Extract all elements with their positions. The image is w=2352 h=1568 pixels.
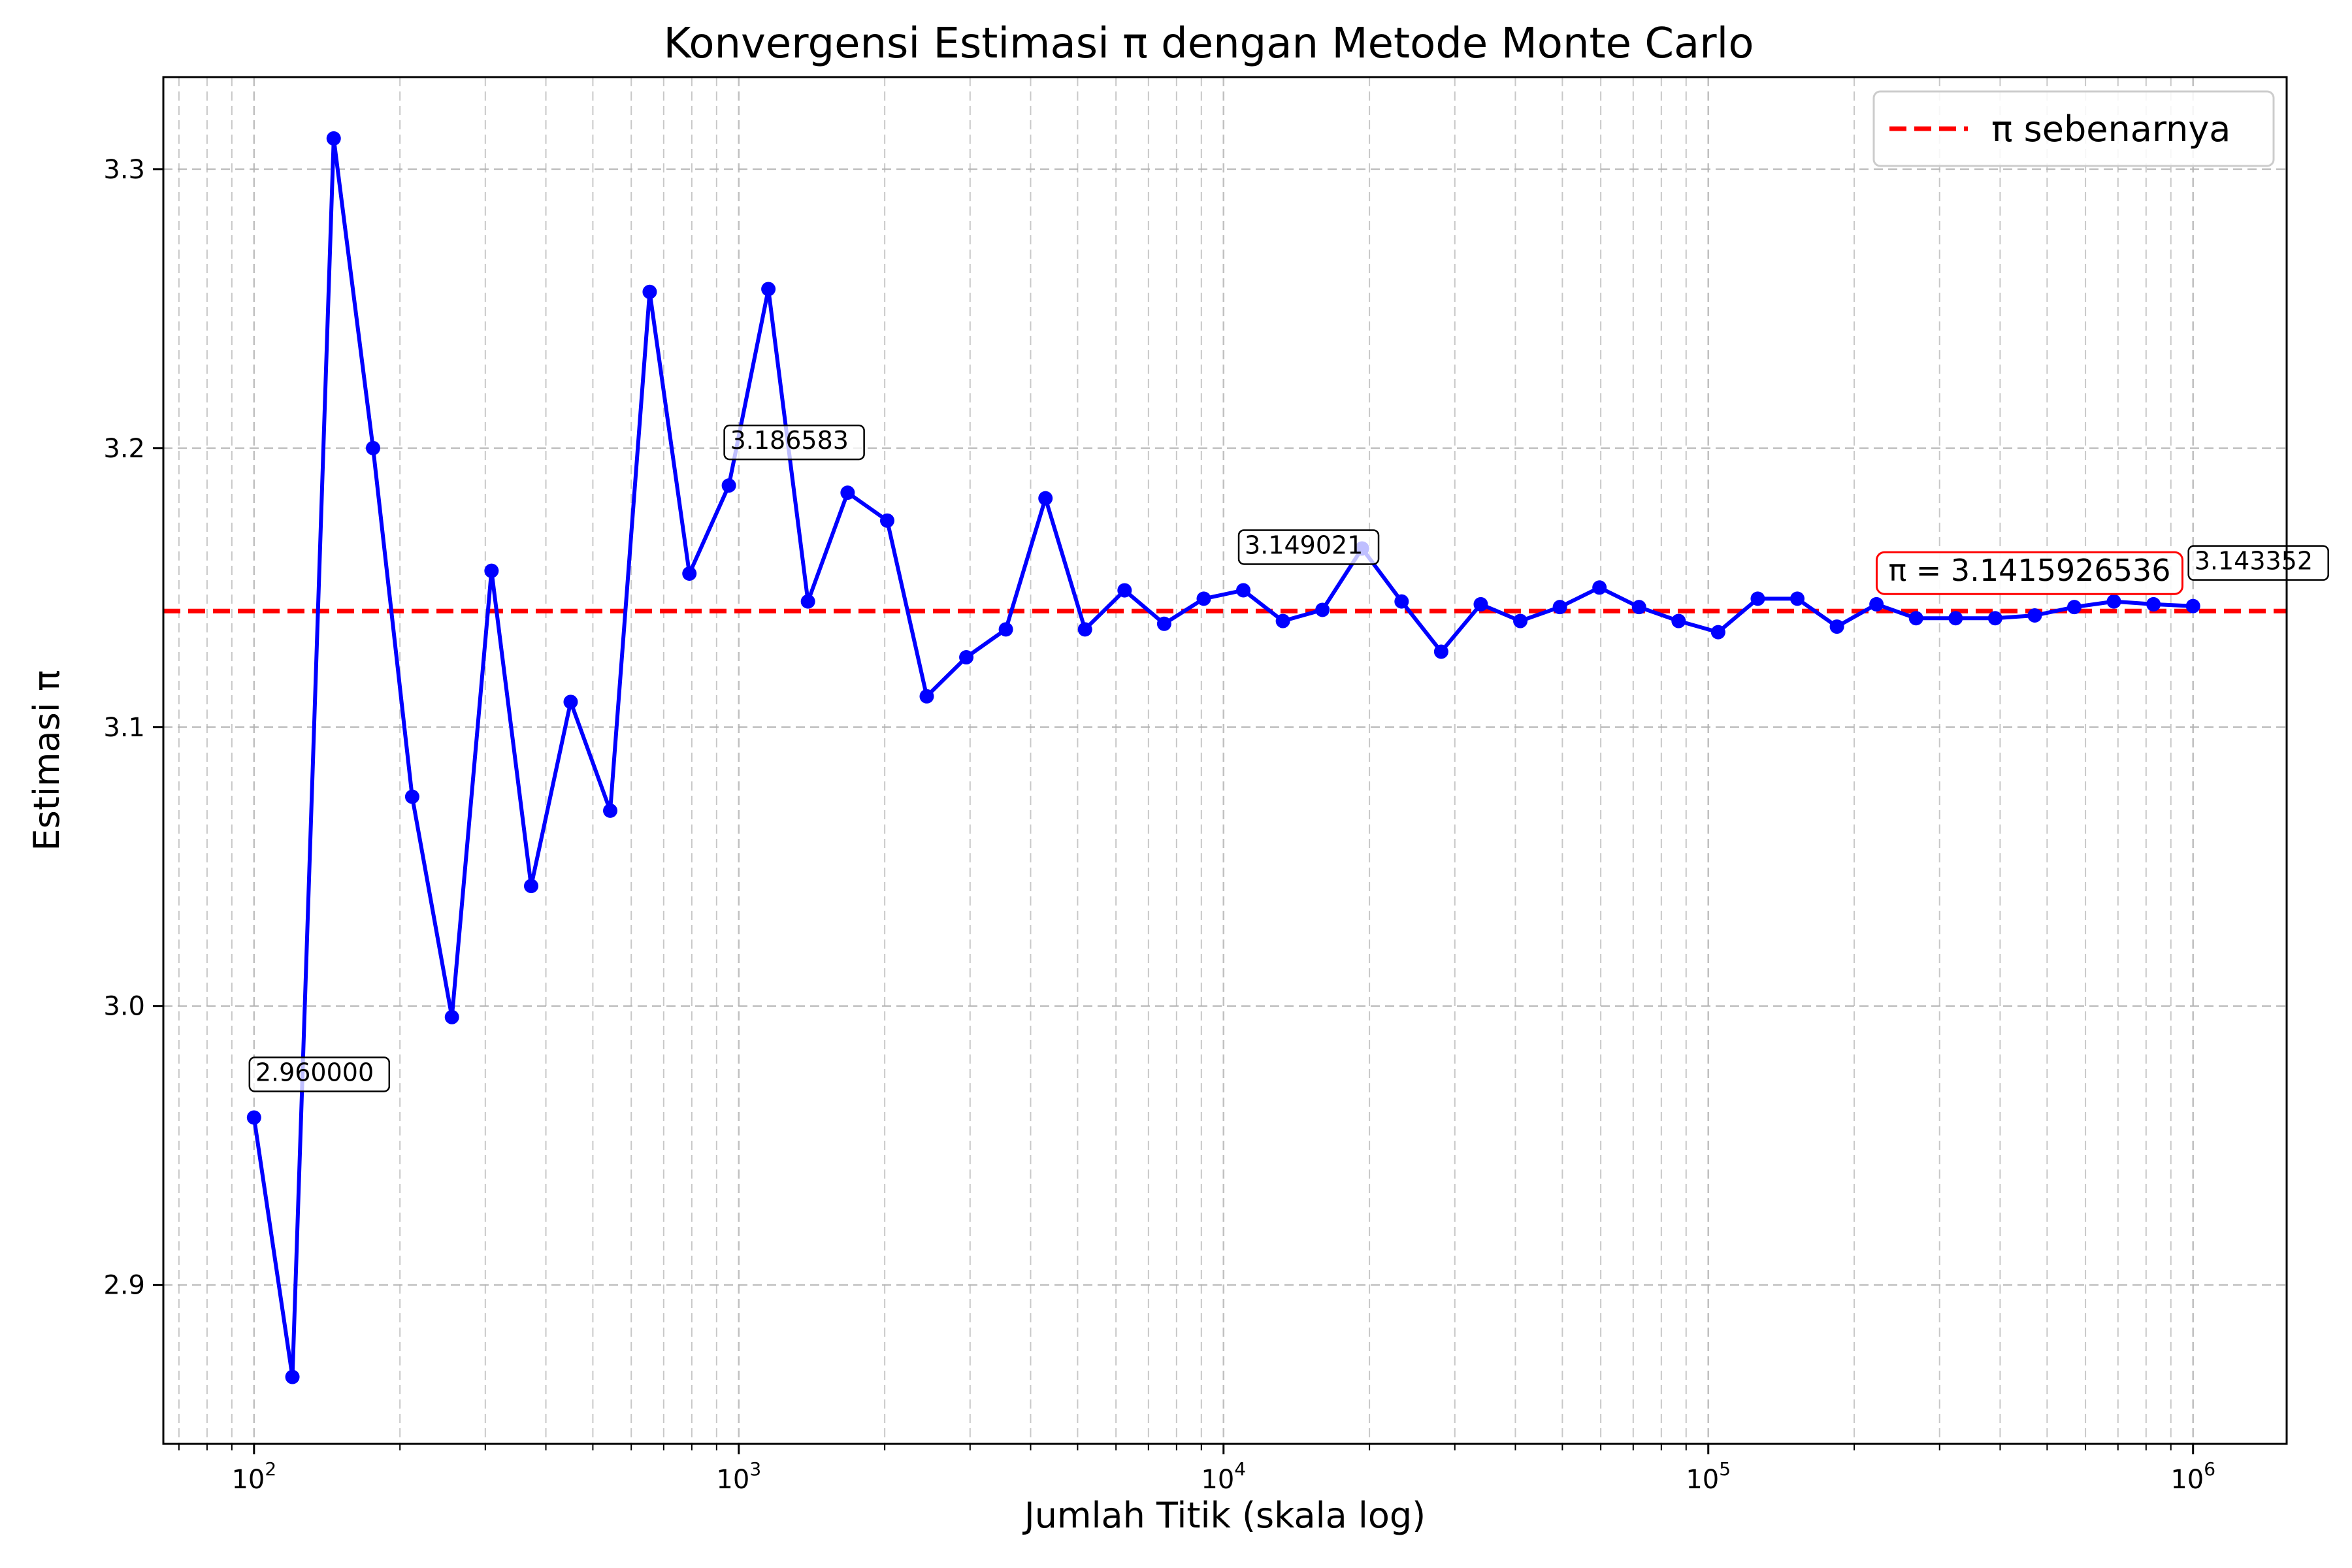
data-point [1275, 613, 1290, 629]
data-point [682, 566, 697, 581]
data-point [2185, 598, 2200, 613]
data-point [919, 689, 934, 704]
data-point [2066, 600, 2082, 615]
y-axis-ticks: 2.9 3.0 3.1 3.2 3.3 [103, 155, 163, 1301]
x-axis-ticks: 102 103 104 105 106 [178, 1444, 2215, 1495]
data-point [524, 879, 539, 894]
value-annotation-box [248, 1056, 391, 1092]
data-point [1790, 591, 1805, 606]
data-point [1433, 644, 1448, 659]
value-annotation-box [2187, 545, 2329, 581]
x-tick-label: 105 [1686, 1458, 1731, 1495]
data-point [246, 1110, 261, 1125]
series-group [246, 131, 2200, 1384]
data-point [642, 284, 657, 299]
data-point [365, 440, 380, 455]
plot-frame [162, 76, 2288, 1445]
y-tick-label: 3.2 [103, 434, 145, 464]
data-point [1869, 596, 1884, 612]
y-tick-label: 2.9 [103, 1271, 145, 1301]
x-tick-label: 102 [231, 1458, 276, 1495]
data-point [1987, 611, 2002, 626]
data-point [1117, 583, 1132, 598]
data-point [959, 650, 974, 665]
series-line [252, 136, 2193, 1379]
data-point [998, 622, 1013, 637]
y-tick-label: 3.1 [103, 713, 145, 743]
data-point [563, 694, 578, 710]
value-annotation: 3.149021 [1245, 531, 1363, 559]
value-annotation-box [1237, 529, 1380, 565]
chart-title: Konvergensi Estimasi π dengan Metode Mon… [664, 20, 1754, 68]
data-point [1671, 613, 1686, 629]
data-point [2106, 594, 2121, 609]
data-point [1829, 619, 1844, 634]
pi-value-annotation: π = 3.1415926536 [1888, 553, 2170, 588]
y-tick-label: 3.3 [103, 155, 145, 185]
data-point [1948, 611, 1963, 626]
data-point [761, 282, 776, 297]
data-point [1552, 600, 1567, 615]
data-point [1513, 613, 1528, 629]
data-point [1077, 622, 1092, 637]
data-point [1631, 600, 1646, 615]
data-point [800, 594, 815, 609]
data-point [840, 485, 855, 500]
value-annotation: 3.143352 [2195, 547, 2313, 576]
legend: π sebenarnya [1872, 90, 2275, 167]
x-tick-label: 106 [2170, 1458, 2215, 1495]
data-point [2027, 608, 2042, 623]
data-point [1750, 591, 1765, 606]
x-tick-label: 104 [1201, 1458, 1246, 1495]
value-annotation: 3.186583 [730, 426, 849, 455]
data-point [1473, 596, 1488, 612]
major-gridlines [163, 77, 2287, 1444]
legend-box [1872, 90, 2275, 167]
legend-label: π sebenarnya [1991, 108, 2230, 150]
value-annotation-box [723, 424, 865, 461]
data-point [1592, 580, 1607, 595]
data-point [1236, 583, 1251, 598]
data-point [721, 478, 736, 493]
data-point [484, 563, 499, 578]
data-point [1315, 602, 1330, 617]
x-tick-label: 103 [716, 1458, 761, 1495]
data-point [1038, 491, 1053, 506]
data-point [285, 1369, 300, 1384]
x-axis-label: Jumlah Titik (skala log) [1022, 1495, 1426, 1536]
y-tick-label: 3.0 [103, 992, 145, 1022]
data-point [1156, 616, 1171, 631]
value-annotation: 2.960000 [255, 1058, 374, 1086]
annotations-group: 2.960000 3.186583 3.149021 3.143352 π = 3.14… [248, 424, 2329, 1092]
data-point [1196, 591, 1211, 606]
data-point [603, 803, 618, 818]
data-point [1394, 594, 1409, 609]
pi-value-annotation-box [1875, 551, 2183, 595]
data-point [404, 789, 419, 804]
y-axis-label: Estimasi π [26, 670, 67, 851]
data-point [1710, 625, 1725, 640]
data-point [879, 513, 894, 528]
data-point [326, 131, 341, 146]
data-point [2146, 596, 2161, 612]
data-point [1908, 611, 1923, 626]
minor-gridlines [178, 77, 2172, 1444]
data-point [444, 1009, 459, 1024]
